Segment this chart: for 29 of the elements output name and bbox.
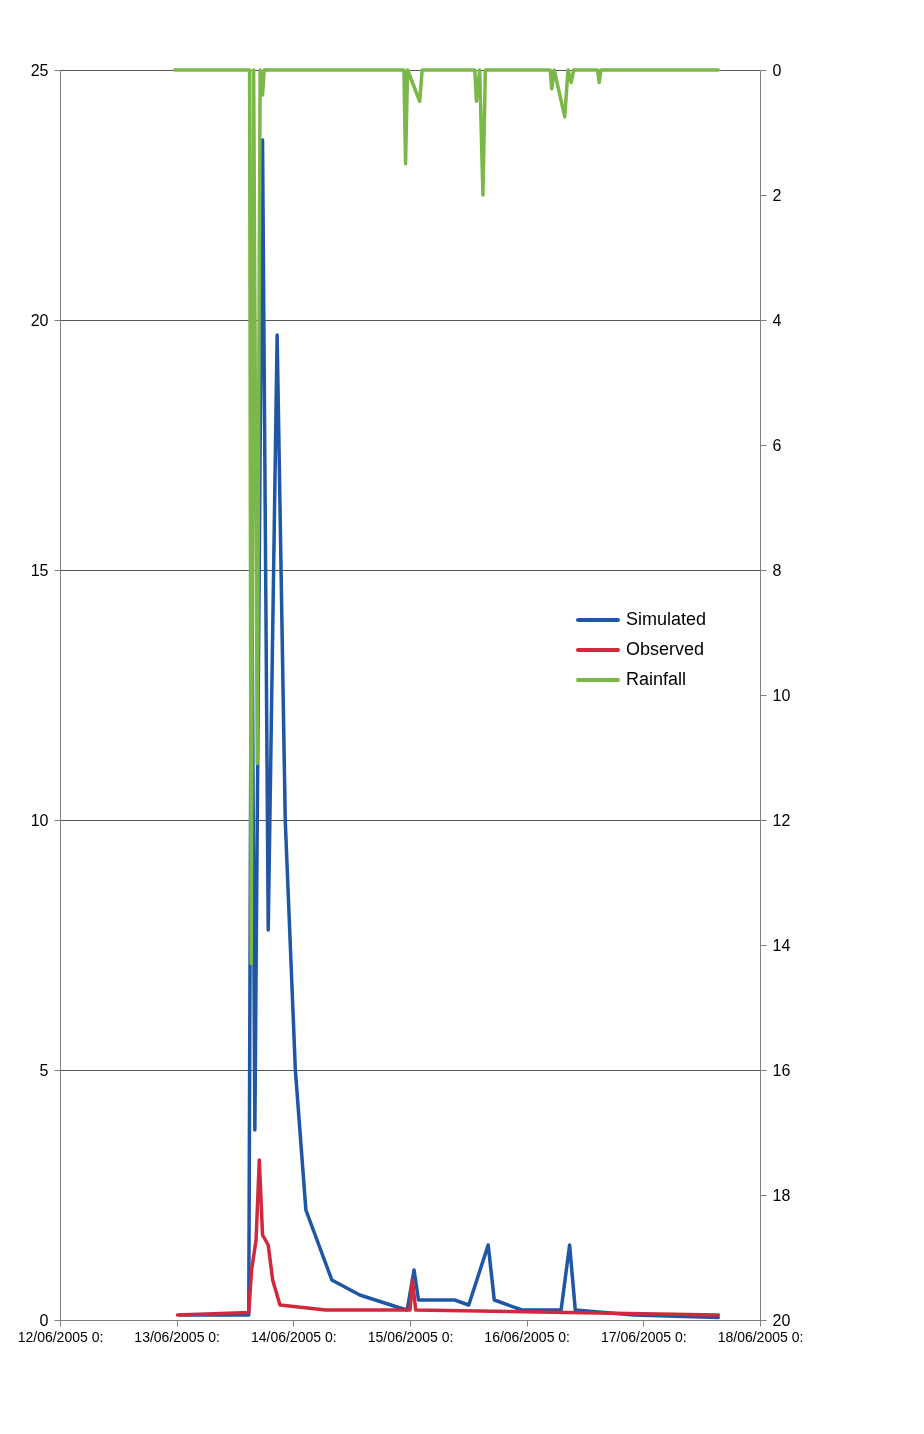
y2-tick-label: 6 — [772, 436, 782, 454]
y2-tick-label: 8 — [772, 561, 782, 579]
y2-tick-label: 0 — [772, 61, 782, 79]
y-tick-label: 5 — [39, 1061, 49, 1079]
y2-tick-label: 12 — [772, 811, 791, 829]
legend-label: Simulated — [626, 609, 707, 629]
line-series — [175, 1158, 721, 1317]
y2-tick-label: 14 — [772, 936, 791, 954]
y2-tick-label: 4 — [772, 311, 782, 329]
y-tick-label: 20 — [30, 311, 49, 329]
legend-label: Rainfall — [626, 669, 687, 689]
y-tick-label: 25 — [30, 61, 49, 79]
y2-tick-label: 20 — [772, 1311, 791, 1329]
x-tick-label: 13/06/2005 0: — [134, 1328, 220, 1345]
y-tick-label: 0 — [39, 1311, 49, 1329]
line-series — [172, 68, 721, 966]
x-tick-label: 15/06/2005 0: — [367, 1328, 454, 1345]
x-tick-label: 14/06/2005 0: — [251, 1328, 337, 1345]
legend-label: Observed — [626, 639, 705, 659]
x-tick-label: 18/06/2005 0: — [717, 1328, 804, 1345]
y2-tick-label: 2 — [772, 186, 782, 204]
y-tick-label: 15 — [30, 561, 49, 579]
x-tick-label: 17/06/2005 0: — [601, 1328, 687, 1345]
y2-tick-label: 16 — [772, 1061, 791, 1079]
y2-tick-label: 10 — [772, 686, 791, 704]
x-tick-label: 12/06/2005 0: — [17, 1328, 104, 1345]
y-tick-label: 10 — [30, 811, 49, 829]
x-tick-label: 16/06/2005 0: — [484, 1328, 570, 1345]
y2-tick-label: 18 — [772, 1186, 791, 1204]
